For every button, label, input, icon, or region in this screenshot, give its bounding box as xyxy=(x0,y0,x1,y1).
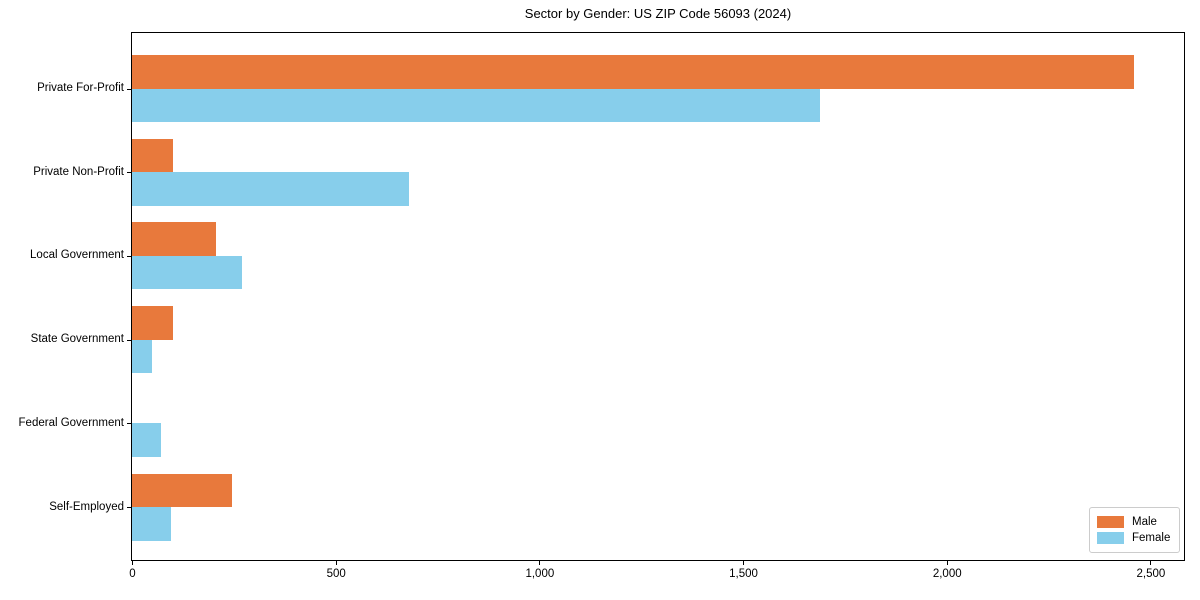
y-tick-label-local-government: Local Government xyxy=(30,249,124,262)
y-tick-mark xyxy=(127,423,131,425)
bar-female-federal-government xyxy=(132,423,161,457)
bar-female-local-government xyxy=(132,255,242,290)
bar-male-self-employed xyxy=(132,473,232,507)
legend-label-female: Female xyxy=(1132,532,1171,545)
bar-male-state-government xyxy=(132,306,173,340)
x-tick-mark xyxy=(539,561,541,565)
x-tick-mark xyxy=(743,561,745,565)
plot-area xyxy=(131,32,1185,561)
legend-swatch-male xyxy=(1097,515,1124,528)
bar-male-private-non-profit xyxy=(132,138,173,173)
x-tick-label-1-000: 1,000 xyxy=(525,568,555,580)
x-tick-label-0: 0 xyxy=(129,568,136,580)
y-tick-mark xyxy=(127,339,131,341)
x-tick-mark xyxy=(335,561,337,565)
x-tick-label-500: 500 xyxy=(326,568,346,580)
bar-female-private-for-profit xyxy=(132,88,821,122)
y-tick-mark xyxy=(127,507,131,508)
y-tick-label-federal-government: Federal Government xyxy=(18,416,124,429)
legend-entry-male: Male xyxy=(1097,515,1172,528)
y-tick-mark xyxy=(127,255,131,257)
y-tick-mark xyxy=(127,88,131,90)
y-tick-mark xyxy=(127,172,131,174)
y-tick-label-private-non-profit: Private Non-Profit xyxy=(33,165,124,178)
y-tick-label-private-for-profit: Private For-Profit xyxy=(37,82,124,94)
chart-title: Sector by Gender: US ZIP Code 56093 (202… xyxy=(524,6,792,21)
bar-female-private-non-profit xyxy=(132,172,409,206)
x-tick-label-2-500: 2,500 xyxy=(1136,568,1166,580)
x-tick-mark xyxy=(132,561,133,565)
x-tick-mark xyxy=(1150,561,1152,565)
legend-label-male: Male xyxy=(1132,515,1157,528)
x-tick-label-2-000: 2,000 xyxy=(932,568,962,580)
x-tick-label-1-500: 1,500 xyxy=(729,568,758,580)
legend: Male Female xyxy=(1089,507,1180,553)
bar-male-private-for-profit xyxy=(132,55,1135,89)
y-tick-label-self-employed: Self-Employed xyxy=(49,500,124,513)
bar-male-local-government xyxy=(132,222,216,256)
y-tick-label-state-government: State Government xyxy=(30,333,124,346)
legend-entry-female: Female xyxy=(1097,532,1172,545)
x-tick-mark xyxy=(946,561,948,565)
bar-female-state-government xyxy=(132,339,153,374)
bar-female-self-employed xyxy=(132,507,171,541)
legend-swatch-female xyxy=(1097,532,1124,545)
